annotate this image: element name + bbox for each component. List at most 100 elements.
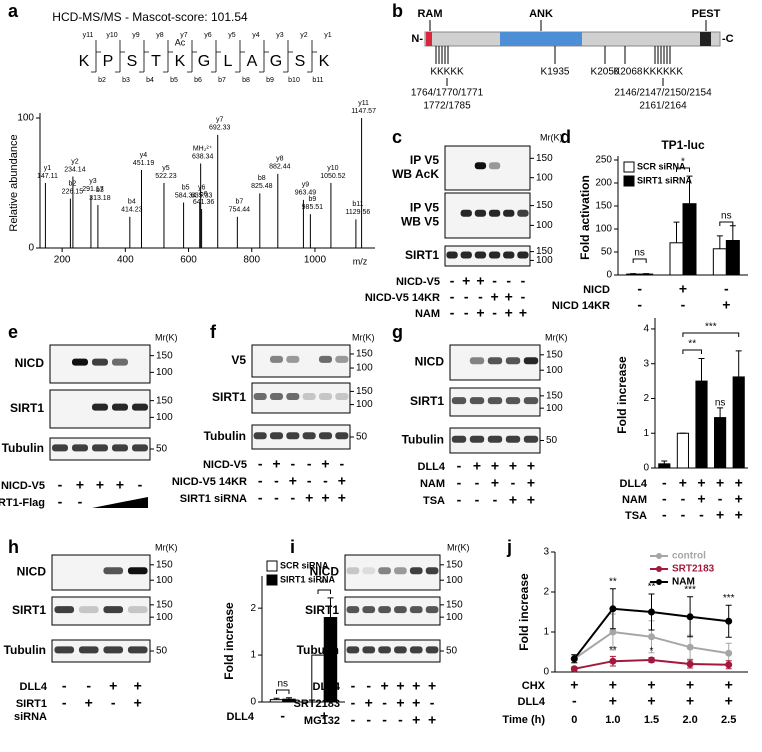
mw-label: 50 xyxy=(356,432,368,443)
sign: - xyxy=(492,273,497,289)
blot-band xyxy=(409,567,423,575)
blot-band xyxy=(446,251,458,259)
blot-band xyxy=(335,355,349,363)
blot-band xyxy=(335,432,349,440)
y-tick-label: 1 xyxy=(643,428,649,439)
y-tick-label: 1 xyxy=(543,627,549,638)
sign: - xyxy=(58,494,63,510)
mw-label: 100 xyxy=(156,367,173,378)
point xyxy=(609,628,617,636)
y-tick-label: 100 xyxy=(595,224,612,235)
blot-band xyxy=(487,397,503,405)
sign: - xyxy=(493,492,498,508)
b-ion: b8 xyxy=(242,77,250,84)
mr-label: Mr(K) xyxy=(155,332,178,342)
sign: - xyxy=(430,695,435,711)
row-label: NICD-V5 xyxy=(396,276,440,288)
sign: + xyxy=(647,693,655,709)
blot-band xyxy=(54,646,75,654)
fragment-mark xyxy=(283,40,293,73)
peak-ion: y3 xyxy=(89,178,97,185)
legend-label: NAM xyxy=(672,577,695,588)
significance: ns xyxy=(715,398,726,409)
point xyxy=(686,643,694,651)
mr-label: Mr(K) xyxy=(540,132,563,142)
blot-band xyxy=(503,209,515,217)
point xyxy=(686,613,694,621)
fragment-mark xyxy=(307,40,317,73)
peak-mz: 1147.57 xyxy=(351,108,376,115)
row-label: TSA xyxy=(423,495,445,507)
mw-label: 100 xyxy=(156,575,173,586)
blot-band xyxy=(460,251,472,259)
blot-band xyxy=(318,393,333,400)
significance: ns xyxy=(277,679,288,690)
sign: - xyxy=(637,297,642,313)
peak-mz: 1129.56 xyxy=(346,209,371,216)
blot-band xyxy=(269,355,284,363)
sign: - xyxy=(492,305,497,321)
b-ion: b3 xyxy=(122,77,130,84)
domain-label: RAM xyxy=(417,8,442,20)
y-tick-label: 0 xyxy=(606,270,612,281)
sign: - xyxy=(366,712,371,728)
blot-band xyxy=(394,567,407,575)
blot-label: SIRT1 xyxy=(405,248,439,262)
panel-letter: h xyxy=(8,537,19,557)
sign: - xyxy=(662,475,667,491)
row-label: DLL4 xyxy=(620,478,648,490)
peak-ion: y7 xyxy=(216,117,224,124)
sign: - xyxy=(718,491,723,507)
blot-frame xyxy=(444,245,531,267)
blot-band xyxy=(103,567,124,575)
significance: *** xyxy=(705,322,717,333)
chart-title: TP1-luc xyxy=(661,138,705,152)
sign: - xyxy=(274,473,279,489)
gradient-wedge xyxy=(92,497,148,508)
significance: * xyxy=(650,646,654,657)
error-bar xyxy=(686,175,693,204)
b-ion: b10 xyxy=(288,77,300,84)
x-tick-label: 1000 xyxy=(304,255,327,266)
point xyxy=(570,665,578,673)
error-bar xyxy=(716,235,723,249)
mw-label: 100 xyxy=(546,403,563,414)
row-label: siRNA xyxy=(14,711,47,723)
point xyxy=(686,660,694,668)
blot-band xyxy=(78,646,99,654)
y-tick-label: 1 xyxy=(250,650,256,661)
sign: - xyxy=(475,492,480,508)
sign: - xyxy=(382,712,387,728)
residue: P xyxy=(103,53,114,70)
peak-mz: 963.49 xyxy=(295,190,317,197)
sign: - xyxy=(572,693,577,709)
sig-bracket xyxy=(719,221,734,226)
mw-label: 150 xyxy=(356,386,373,397)
blot-band xyxy=(451,435,467,443)
blot-label: SIRT1 xyxy=(410,394,444,408)
x-tick-label: 2.5 xyxy=(721,714,736,726)
fragment-mark xyxy=(235,40,245,73)
bar xyxy=(311,654,325,703)
sign: - xyxy=(681,507,686,523)
y-tick-label: 2 xyxy=(543,587,549,598)
sign: + xyxy=(473,458,481,474)
bar xyxy=(626,273,641,276)
sign: + xyxy=(272,456,280,472)
sign: + xyxy=(609,677,617,693)
panel-letter: e xyxy=(8,322,18,342)
blot-label: IP V5 xyxy=(410,201,439,215)
row-label: SIRT1 xyxy=(16,698,47,710)
sig-bracket xyxy=(676,167,690,172)
row-label: NICD xyxy=(583,284,610,296)
significance: ns xyxy=(721,211,732,222)
y-tick-label: 0 xyxy=(643,463,649,474)
blot-band xyxy=(318,355,333,363)
peak-ion: y6 xyxy=(198,184,206,191)
sign: + xyxy=(462,273,470,289)
blot-label: SIRT1 xyxy=(212,390,246,404)
peak-ion: b3 xyxy=(96,187,104,194)
blot-band xyxy=(487,435,503,443)
sign: - xyxy=(274,490,279,506)
